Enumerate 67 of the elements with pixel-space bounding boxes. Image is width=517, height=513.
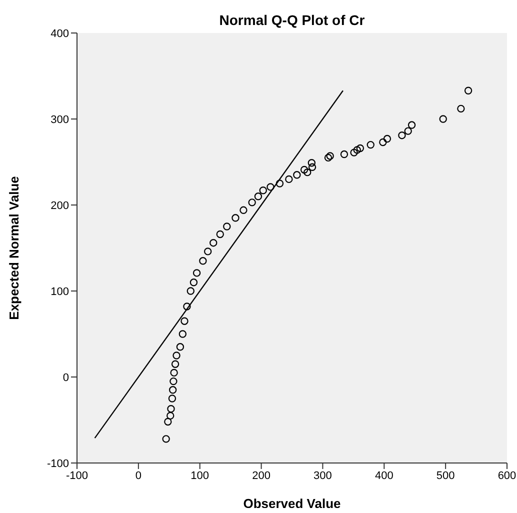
point [171,360,180,368]
point [170,377,178,386]
point [366,140,374,149]
point [293,171,301,179]
point [350,148,358,156]
point [190,278,198,286]
chart-title: Normal Q-Q Plot of Cr [218,12,366,28]
point [276,180,284,188]
point [308,163,316,172]
point [398,131,406,140]
point [457,104,465,113]
point [408,121,416,129]
point [170,368,178,377]
x-tick-label: 200 [252,470,270,482]
point [210,238,218,247]
point [326,152,334,160]
point [166,412,174,420]
point [248,198,256,206]
point [199,257,207,265]
x-tick-label: -100 [66,470,88,482]
x-tick-label: 0 [135,470,142,482]
point [183,302,191,310]
point [304,168,312,176]
point [254,192,262,200]
x-tick-label: 400 [374,470,394,482]
y-tick-label: 100 [50,286,69,298]
point [162,435,170,443]
point [464,86,472,94]
point [167,404,175,413]
point [204,248,212,256]
point [168,386,177,394]
point [383,134,392,143]
point [168,394,176,402]
point [232,214,240,222]
point [439,115,447,123]
point [340,150,348,158]
x-tick-label: 300 [314,470,332,482]
y-tick-label: 0 [62,372,69,384]
point [176,343,184,351]
x-axis-title: Observed Value [243,496,341,511]
point [164,418,172,426]
point [186,287,194,295]
point [216,230,224,238]
x-tick-label: 100 [190,470,210,482]
point [404,127,412,135]
point [285,175,293,184]
y-tick-label: -100 [46,458,69,470]
point [379,138,387,146]
point [180,317,188,325]
point [353,146,361,154]
point [240,206,248,214]
point [300,166,308,174]
point [172,352,180,360]
x-tick-label: 600 [498,470,516,482]
point [259,186,267,194]
y-axis-title: Expected Normal Value [6,176,22,320]
point [324,154,332,162]
point [223,222,231,230]
point [178,330,187,338]
y-tick-label: 200 [50,200,69,212]
y-tick-label: 400 [50,28,69,40]
point [192,269,201,277]
point [356,144,364,152]
x-tick-label: 500 [436,470,455,482]
y-tick-label: 300 [50,114,69,126]
point [308,159,316,167]
point [266,183,274,191]
